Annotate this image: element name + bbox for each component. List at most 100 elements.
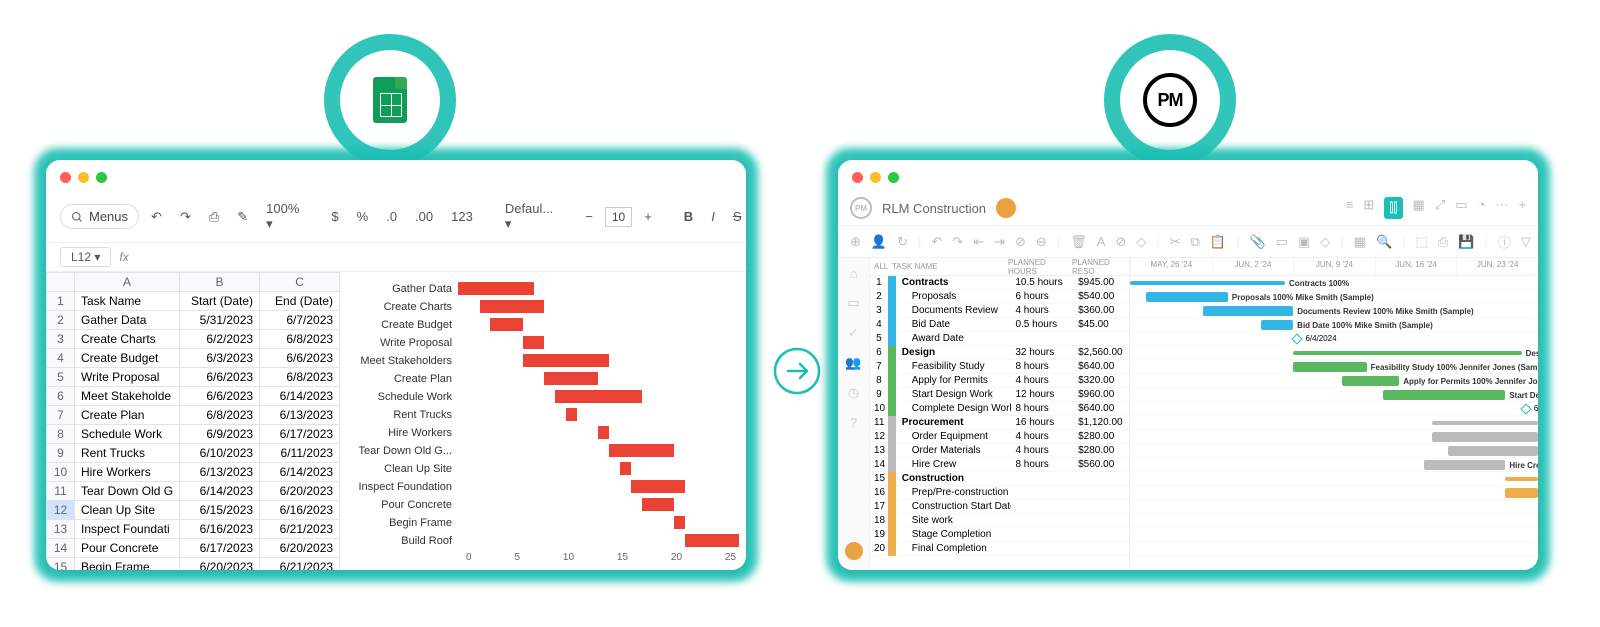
home-icon[interactable]: ⌂: [850, 266, 858, 281]
italic-icon[interactable]: I: [705, 205, 721, 228]
grid-icon[interactable]: ▦: [1354, 234, 1366, 250]
gantt-row[interactable]: Order Equipment: [1130, 430, 1538, 444]
gantt-row[interactable]: [1130, 514, 1538, 528]
task-row[interactable]: 4Bid Date0.5 hours$45.00: [870, 318, 1129, 332]
task-row[interactable]: 14Hire Crew8 hours$560.00: [870, 458, 1129, 472]
more-icon[interactable]: ⋯: [1495, 197, 1508, 219]
table-row[interactable]: 12Clean Up Site6/15/20236/16/2023: [47, 501, 340, 520]
tasks-icon[interactable]: ✓: [848, 325, 859, 341]
gantt-row[interactable]: Documents Review 100% Mike Smith (Sample…: [1130, 304, 1538, 318]
task-row[interactable]: 12Order Equipment4 hours$280.00: [870, 430, 1129, 444]
cut-icon[interactable]: ✂: [1170, 234, 1181, 250]
dash-icon[interactable]: ▭: [1455, 197, 1467, 219]
user-avatar[interactable]: [845, 542, 863, 560]
gantt-row[interactable]: 6/24/2024: [1130, 402, 1538, 416]
gantt-row[interactable]: [1130, 486, 1538, 500]
note-icon[interactable]: ▭: [1276, 234, 1288, 250]
gantt-row[interactable]: Design 80%: [1130, 346, 1538, 360]
pin-icon[interactable]: ◇: [1320, 234, 1330, 250]
strike-icon[interactable]: S: [727, 205, 746, 228]
gantt-row[interactable]: Order Material: [1130, 444, 1538, 458]
redo-icon[interactable]: ↷: [174, 205, 197, 229]
zoom-select[interactable]: 100% ▾: [260, 197, 305, 236]
task-row[interactable]: 19Stage Completion: [870, 528, 1129, 542]
gantt-row[interactable]: 6/4/2024: [1130, 332, 1538, 346]
gantt-row[interactable]: Bid Date 100% Mike Smith (Sample): [1130, 318, 1538, 332]
trash-icon[interactable]: 🗑: [1070, 234, 1087, 250]
pm-gantt-chart[interactable]: MAY, 26 '24JUN, 2 '24JUN, 9 '24JUN, 16 '…: [1130, 258, 1538, 568]
task-row[interactable]: 18Site work: [870, 514, 1129, 528]
task-row[interactable]: 20Final Completion: [870, 542, 1129, 556]
table-row[interactable]: 1Task NameStart (Date)End (Date): [47, 292, 340, 311]
indent-right-icon[interactable]: ⇥: [994, 234, 1005, 250]
spreadsheet-grid[interactable]: ABC 1Task NameStart (Date)End (Date)2Gat…: [46, 272, 340, 570]
task-row[interactable]: 11Procurement16 hours$1,120.00: [870, 416, 1129, 430]
format-icon[interactable]: 123: [445, 205, 479, 228]
time-icon[interactable]: ◷: [848, 385, 859, 401]
tag-icon[interactable]: ◇: [1136, 234, 1146, 250]
gantt-row[interactable]: Hire Crew 25% Sam Watson (Sa: [1130, 458, 1538, 472]
column-header[interactable]: B: [180, 273, 260, 292]
table-row[interactable]: 11Tear Down Old G6/14/20236/20/2023: [47, 482, 340, 501]
gantt-row[interactable]: Apply for Permits 100% Jennifer Jones (S…: [1130, 374, 1538, 388]
table-row[interactable]: 10Hire Workers6/13/20236/14/2023: [47, 463, 340, 482]
avatar[interactable]: [996, 198, 1016, 218]
menus-button[interactable]: Menus: [60, 204, 139, 229]
col-res[interactable]: PLANNED RESO: [1068, 258, 1124, 276]
sheet-icon[interactable]: ⤢: [1435, 197, 1445, 219]
list-view-icon[interactable]: ≡: [1346, 197, 1354, 219]
task-row[interactable]: 3Documents Review4 hours$360.00: [870, 304, 1129, 318]
undo-icon[interactable]: ↶: [931, 234, 942, 250]
table-row[interactable]: 7Create Plan6/8/20236/13/2023: [47, 406, 340, 425]
gantt-row[interactable]: Procurement 1: [1130, 416, 1538, 430]
table-row[interactable]: 14Pour Concrete6/17/20236/20/2023: [47, 539, 340, 558]
gantt-row[interactable]: Contracts 100%: [1130, 276, 1538, 290]
column-header[interactable]: C: [260, 273, 340, 292]
cell-ref[interactable]: L12 ▾: [60, 247, 111, 267]
dec-dec-icon[interactable]: .0: [380, 205, 403, 228]
task-row[interactable]: 15Construction: [870, 472, 1129, 486]
currency-icon[interactable]: $: [325, 205, 344, 228]
task-row[interactable]: 5Award Date: [870, 332, 1129, 346]
table-row[interactable]: 13Inspect Foundati6/16/20236/21/2023: [47, 520, 340, 539]
pm-app-icon[interactable]: PM: [850, 197, 872, 219]
table-row[interactable]: 3Create Charts6/2/20236/8/2023: [47, 330, 340, 349]
gantt-row[interactable]: Feasibility Study 100% Jennifer Jones (S…: [1130, 360, 1538, 374]
hide-icon[interactable]: ⊘: [1115, 234, 1126, 250]
bold-icon[interactable]: B: [678, 205, 699, 228]
inc-font-icon[interactable]: +: [638, 205, 658, 228]
column-header[interactable]: A: [75, 273, 180, 292]
export-icon[interactable]: ⬚: [1416, 234, 1428, 250]
font-select[interactable]: Defaul... ▾: [499, 197, 559, 236]
gantt-row[interactable]: [1130, 472, 1538, 486]
print-icon[interactable]: ⎙: [1438, 234, 1448, 250]
search-icon[interactable]: 🔍: [1376, 234, 1392, 250]
task-row[interactable]: 7Feasibility Study8 hours$640.00: [870, 360, 1129, 374]
team-icon[interactable]: 👥: [845, 355, 861, 371]
dec-font-icon[interactable]: −: [579, 205, 599, 228]
task-row[interactable]: 9Start Design Work12 hours$960.00: [870, 388, 1129, 402]
table-row[interactable]: 8Schedule Work6/9/20236/17/2023: [47, 425, 340, 444]
table-row[interactable]: 6Meet Stakeholde6/6/20236/14/2023: [47, 387, 340, 406]
loop-icon[interactable]: ↻: [897, 234, 908, 250]
help-icon[interactable]: ?: [850, 415, 857, 430]
task-row[interactable]: 1Contracts10.5 hours$945.00: [870, 276, 1129, 290]
font-size-input[interactable]: 10: [605, 207, 632, 227]
task-row[interactable]: 16Prep/Pre-construction: [870, 486, 1129, 500]
unlink-icon[interactable]: ⊖: [1036, 234, 1047, 250]
window-controls[interactable]: [838, 160, 1538, 191]
chart-icon[interactable]: ◔: [1478, 197, 1486, 219]
inc-dec-icon[interactable]: .00: [409, 205, 439, 228]
col-name[interactable]: TASK NAME: [888, 262, 1004, 271]
add-btn[interactable]: ⊕: [850, 234, 861, 250]
table-row[interactable]: 5Write Proposal6/6/20236/8/2023: [47, 368, 340, 387]
gantt-row[interactable]: [1130, 542, 1538, 556]
task-row[interactable]: 8Apply for Permits4 hours$320.00: [870, 374, 1129, 388]
task-row[interactable]: 13Order Materials4 hours$280.00: [870, 444, 1129, 458]
indent-left-icon[interactable]: ⇤: [973, 234, 984, 250]
link-icon[interactable]: ⊘: [1015, 234, 1026, 250]
task-row[interactable]: 6Design32 hours$2,560.00: [870, 346, 1129, 360]
table-row[interactable]: 4Create Budget6/3/20236/6/2023: [47, 349, 340, 368]
table-row[interactable]: 9Rent Trucks6/10/20236/11/2023: [47, 444, 340, 463]
projects-icon[interactable]: ▭: [847, 295, 859, 311]
